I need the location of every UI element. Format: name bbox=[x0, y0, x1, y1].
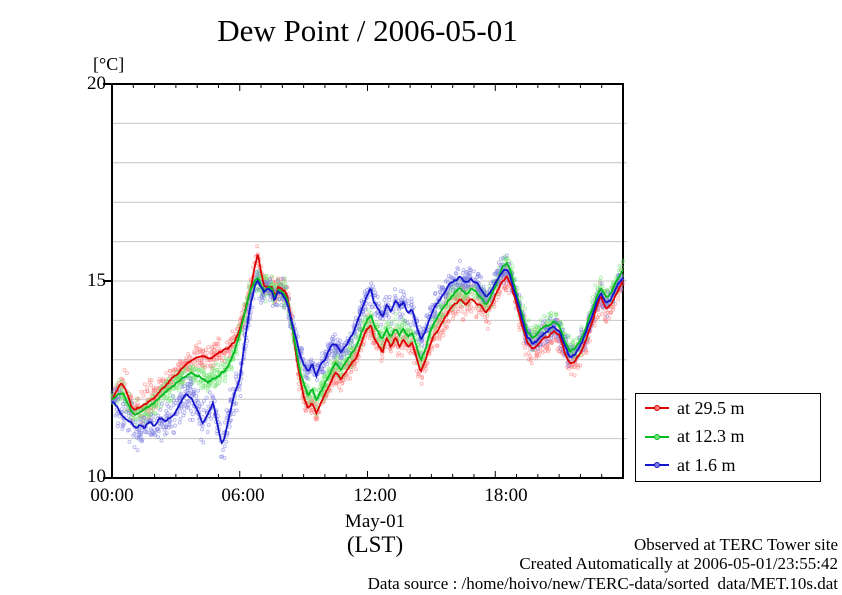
y-tick-label-15: 15 bbox=[87, 270, 106, 291]
legend: at 29.5 m at 12.3 m at 1.6 m bbox=[635, 393, 821, 482]
legend-label: at 12.3 m bbox=[677, 426, 745, 447]
footer-observed-at: Observed at TERC Tower site bbox=[633, 534, 838, 554]
chart-title: Dew Point / 2006-05-01 bbox=[217, 13, 518, 48]
legend-entry-1.6m: at 1.6 m bbox=[636, 451, 820, 480]
footer-data-source: Data source : /home/hoivo/new/TERC-data/… bbox=[367, 573, 838, 593]
x-tick-label-1800: 18:00 bbox=[484, 485, 528, 506]
x-tick-label-0600: 06:00 bbox=[221, 485, 265, 506]
y-tick-label-20: 20 bbox=[87, 73, 106, 94]
footer-created-at: Created Automatically at 2006-05-01/23:5… bbox=[519, 554, 838, 573]
x-tick-label-0000: 00:00 bbox=[90, 485, 134, 506]
x-tick-label-1200: 12:00 bbox=[353, 485, 397, 506]
x-axis-date-label: May-01 bbox=[344, 511, 406, 532]
legend-entry-12.3m: at 12.3 m bbox=[636, 423, 820, 452]
legend-sample-blue-line-icon bbox=[645, 462, 669, 469]
legend-sample-green-line-icon bbox=[645, 433, 669, 440]
legend-sample-red-line-icon bbox=[645, 405, 669, 412]
x-axis-timezone-label: (LST) bbox=[346, 532, 404, 557]
legend-entry-29.5m: at 29.5 m bbox=[636, 394, 820, 423]
y-tick-label-10: 10 bbox=[87, 466, 106, 487]
legend-sample-red-point-icon bbox=[654, 405, 660, 412]
legend-label: at 29.5 m bbox=[677, 397, 745, 418]
legend-sample-blue-point-icon bbox=[654, 462, 660, 469]
y-axis-unit-label: [°C] bbox=[93, 54, 125, 74]
legend-label: at 1.6 m bbox=[677, 454, 736, 475]
footer-annotations: Observed at TERC Tower site Created Auto… bbox=[368, 535, 838, 594]
legend-sample-green-point-icon bbox=[654, 433, 660, 440]
